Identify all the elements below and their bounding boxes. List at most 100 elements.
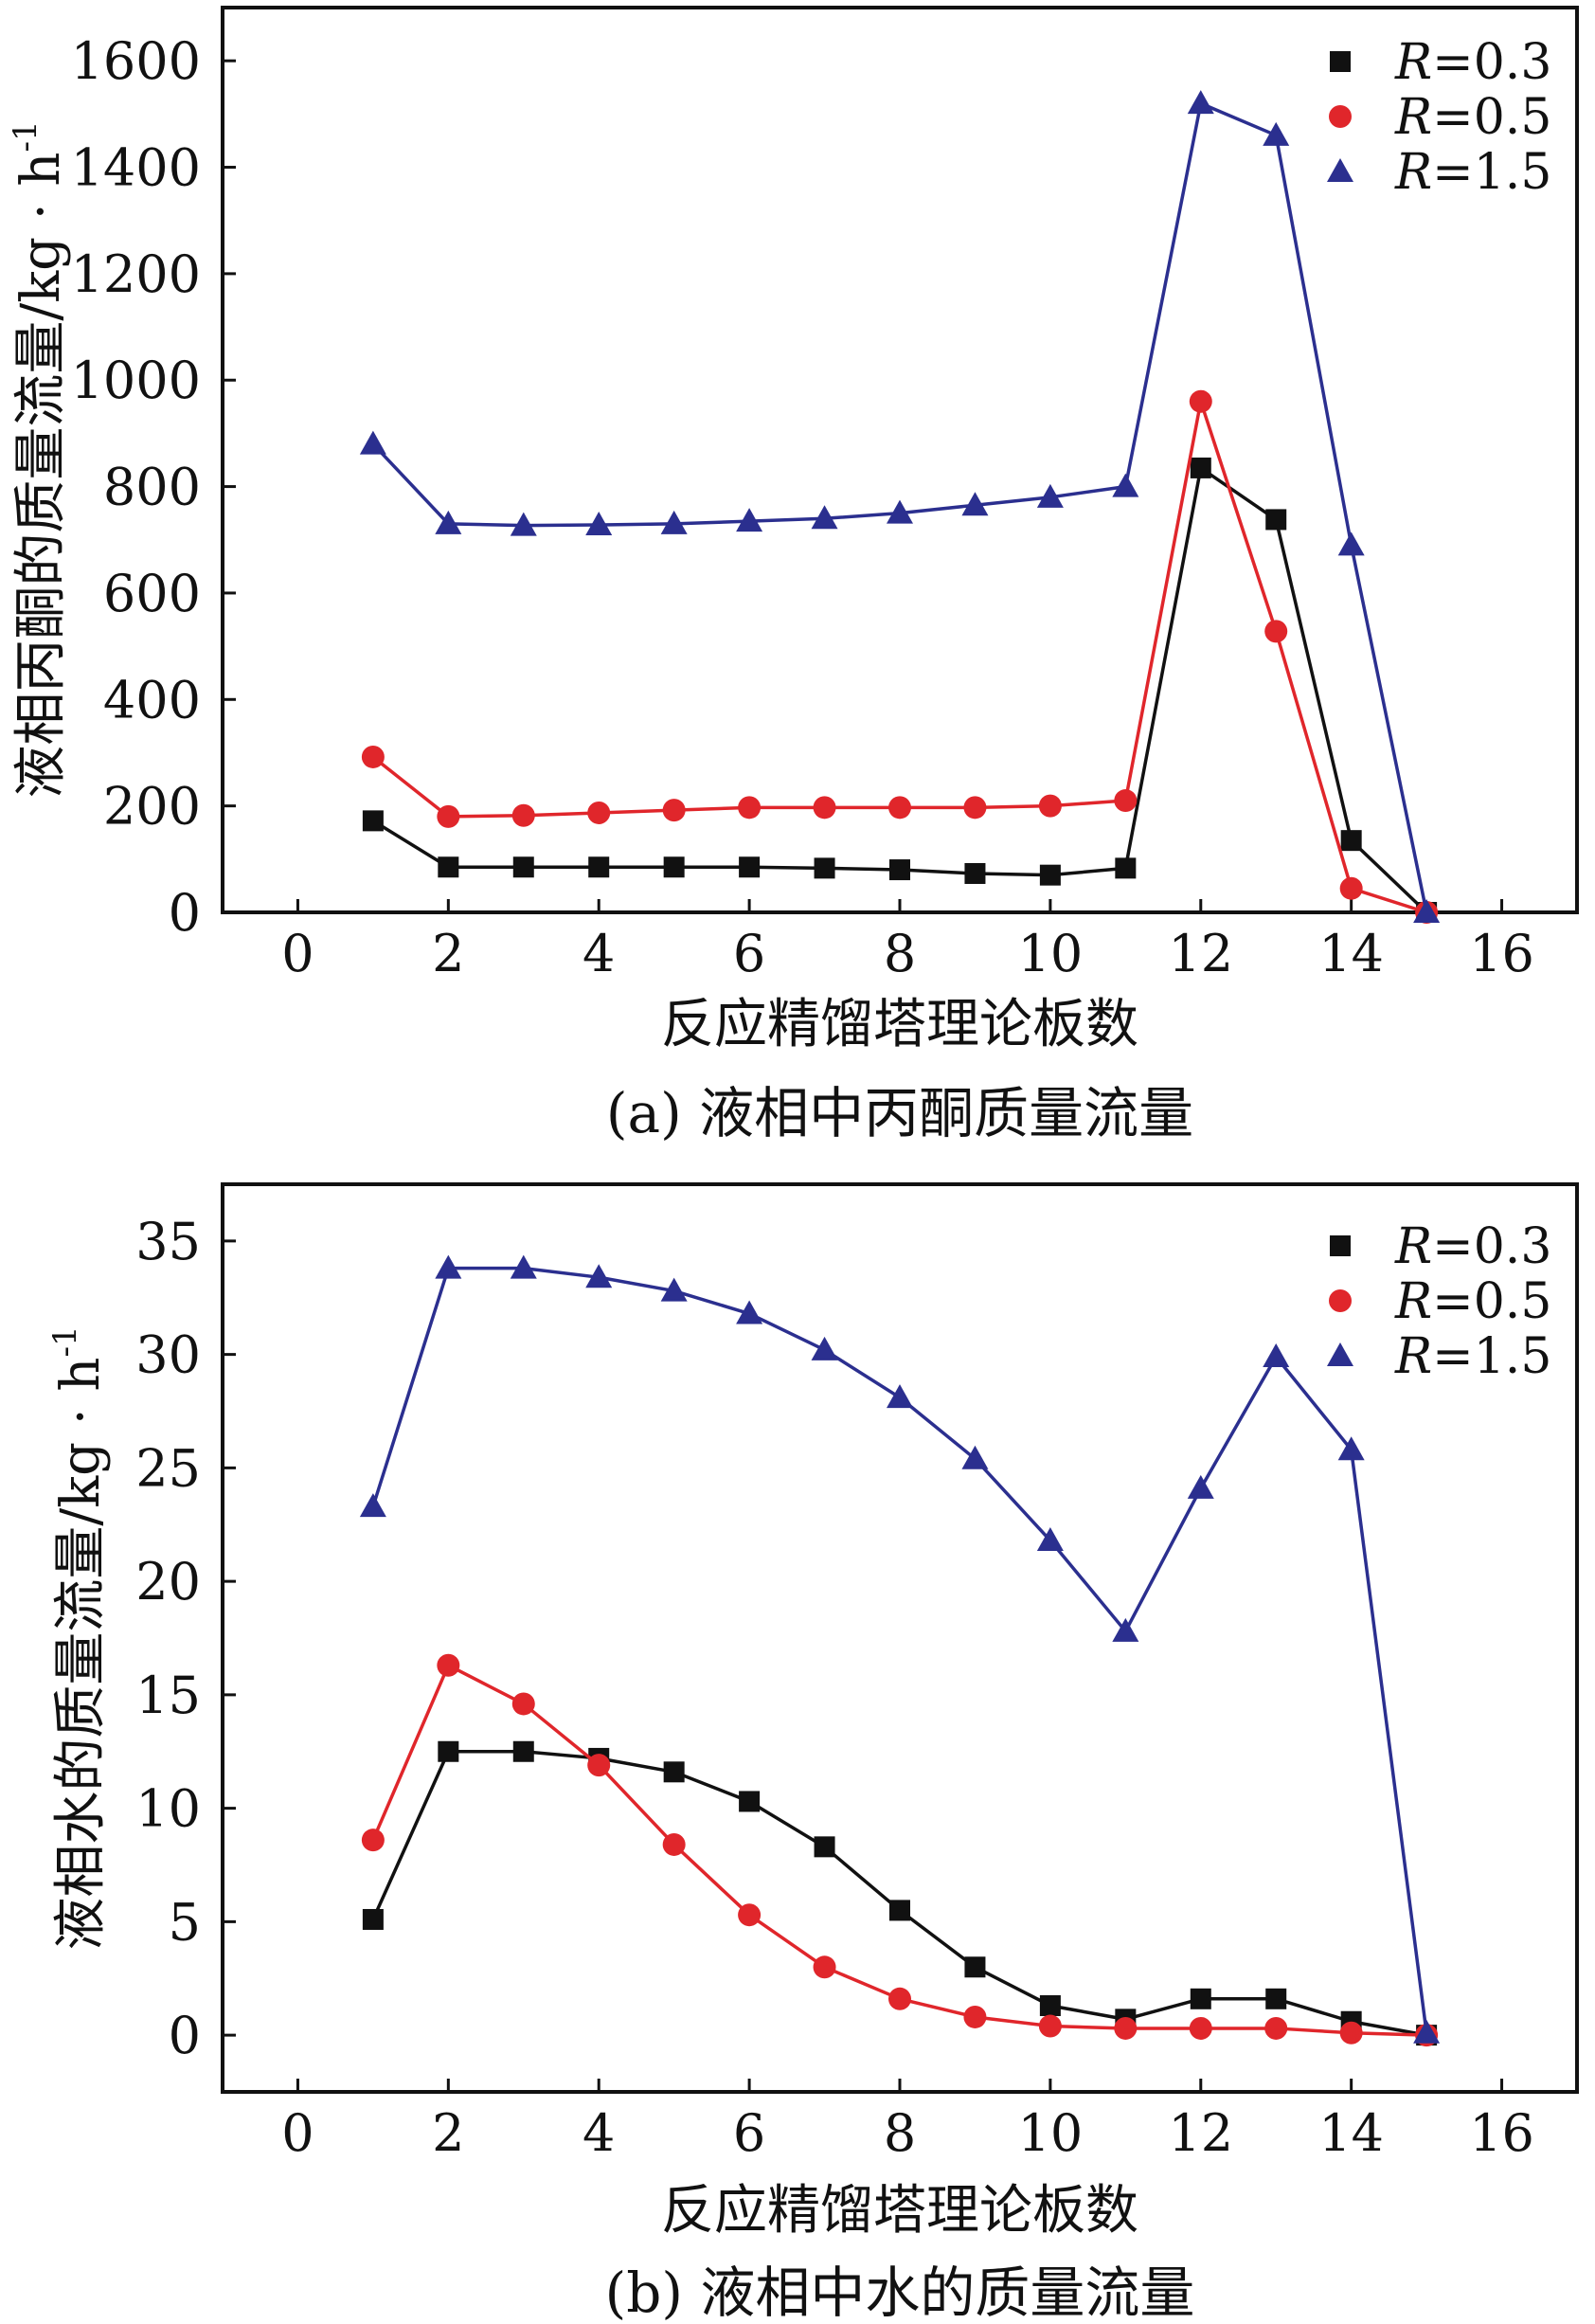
- x-tick-label: 4: [582, 2103, 615, 2163]
- legend-label: R=1.5: [1394, 1328, 1551, 1385]
- data-point: [814, 1836, 835, 1858]
- data-point: [1189, 2016, 1212, 2040]
- panel-a: 0 200 400 600 800 1000 1200 1400 1600 0 2 4 6 8 10 12 1…: [7, 6, 1579, 1145]
- data-point: [1038, 2014, 1062, 2038]
- data-point: [739, 1791, 761, 1812]
- data-point: [1187, 1474, 1214, 1499]
- y-axis-title-sup: -1: [7, 120, 45, 152]
- series-R=1.5: [359, 90, 1441, 923]
- y-tick-label: 35: [135, 1212, 201, 1271]
- data-point: [1039, 864, 1061, 886]
- data-point: [663, 1761, 685, 1783]
- series-line: [371, 399, 1427, 914]
- legend-marker: [1329, 105, 1352, 128]
- data-point: [964, 862, 986, 884]
- y-tick-label: 600: [103, 564, 201, 623]
- data-point: [1340, 830, 1362, 852]
- data-point: [1114, 789, 1138, 813]
- data-point: [585, 1264, 613, 1288]
- legend-label: R=0.5: [1394, 89, 1551, 146]
- data-point: [961, 492, 989, 516]
- x-tick-label: 10: [1018, 2103, 1084, 2163]
- data-point: [1337, 531, 1365, 556]
- legend-label: R=0.3: [1394, 1218, 1551, 1275]
- data-point: [888, 1987, 911, 2010]
- x-tick-label: 10: [1018, 924, 1084, 983]
- data-point: [964, 1956, 986, 1978]
- y-axis-title-text: 液相丙酮的质量流量/kg · h: [10, 153, 72, 799]
- y-tick-label: 0: [169, 883, 201, 943]
- data-point: [359, 1493, 386, 1518]
- series-R=1.5: [359, 1254, 1441, 2044]
- data-point: [361, 745, 385, 768]
- data-point: [1265, 1988, 1287, 2009]
- x-tick-labels: 0 2 4 6 8 10 12 14 16: [281, 924, 1534, 983]
- x-tick-label: 2: [432, 924, 464, 983]
- data-point: [361, 1829, 385, 1852]
- x-tick-label: 6: [733, 924, 765, 983]
- data-point: [662, 1832, 686, 1856]
- data-point: [813, 796, 836, 820]
- data-point: [1114, 2016, 1138, 2040]
- data-point: [1265, 509, 1287, 531]
- data-point: [362, 1908, 384, 1930]
- data-point: [435, 510, 462, 534]
- data-point: [359, 430, 386, 455]
- data-point: [588, 856, 610, 878]
- data-point: [811, 1336, 838, 1360]
- x-tick-label: 16: [1469, 924, 1534, 983]
- data-point: [1263, 1343, 1290, 1368]
- legend: R=0.3R=0.5R=1.5: [1327, 1218, 1551, 1385]
- data-point: [889, 1900, 910, 1921]
- data-point: [660, 510, 688, 534]
- x-tick-label: 0: [281, 2103, 314, 2163]
- data-point: [1112, 473, 1139, 497]
- data-point: [438, 1740, 459, 1762]
- data-point: [587, 1754, 611, 1777]
- data-point: [362, 810, 384, 832]
- data-point: [963, 2005, 987, 2028]
- data-point: [738, 1903, 762, 1927]
- legend-label: R=1.5: [1394, 144, 1551, 201]
- data-point: [1264, 2016, 1288, 2040]
- data-point: [512, 856, 534, 878]
- data-point: [1038, 794, 1062, 818]
- data-point: [1263, 121, 1290, 146]
- x-axis-title: 反应精馏塔理论板数: [661, 2180, 1138, 2242]
- y-tick-label: 1600: [71, 31, 201, 91]
- data-point: [736, 1300, 763, 1324]
- y-tick-label: 5: [169, 1892, 201, 1952]
- y-tick-label: 15: [135, 1666, 201, 1725]
- y-axis-title-text: 液相水的质量流量/kg · h: [50, 1358, 112, 1951]
- data-point: [963, 796, 987, 820]
- data-point: [1190, 1988, 1211, 2009]
- data-point: [1187, 90, 1214, 115]
- data-point: [1413, 899, 1441, 923]
- panel-b: 0 5 10 15 20 25 30 35 0 2 4 6 8 10 12 14 16 R=0.3R=0.5R…: [46, 1182, 1579, 2324]
- plot-area-frame: [221, 1182, 1579, 2094]
- x-tick-label: 8: [884, 2103, 916, 2163]
- data-point: [512, 1740, 534, 1762]
- data-point: [961, 1445, 989, 1469]
- data-point: [510, 512, 537, 536]
- data-point: [437, 1653, 460, 1677]
- legend-marker: [1327, 1342, 1353, 1366]
- data-point: [435, 1254, 462, 1279]
- data-point: [813, 1955, 836, 1979]
- data-point: [1189, 389, 1212, 413]
- data-point: [889, 859, 910, 881]
- data-point: [660, 1277, 688, 1302]
- y-tick-label: 0: [169, 2006, 201, 2065]
- x-tick-label: 8: [884, 924, 916, 983]
- tick-marks: [223, 1239, 1504, 2092]
- data-point: [511, 803, 535, 827]
- data-point: [739, 856, 761, 878]
- legend-marker: [1327, 158, 1353, 182]
- legend-marker: [1329, 1289, 1352, 1312]
- x-tick-label: 6: [733, 2103, 765, 2163]
- data-point: [437, 804, 460, 828]
- y-tick-label: 1400: [71, 138, 201, 198]
- legend: R=0.3R=0.5R=1.5: [1327, 34, 1551, 201]
- data-point: [1264, 620, 1288, 643]
